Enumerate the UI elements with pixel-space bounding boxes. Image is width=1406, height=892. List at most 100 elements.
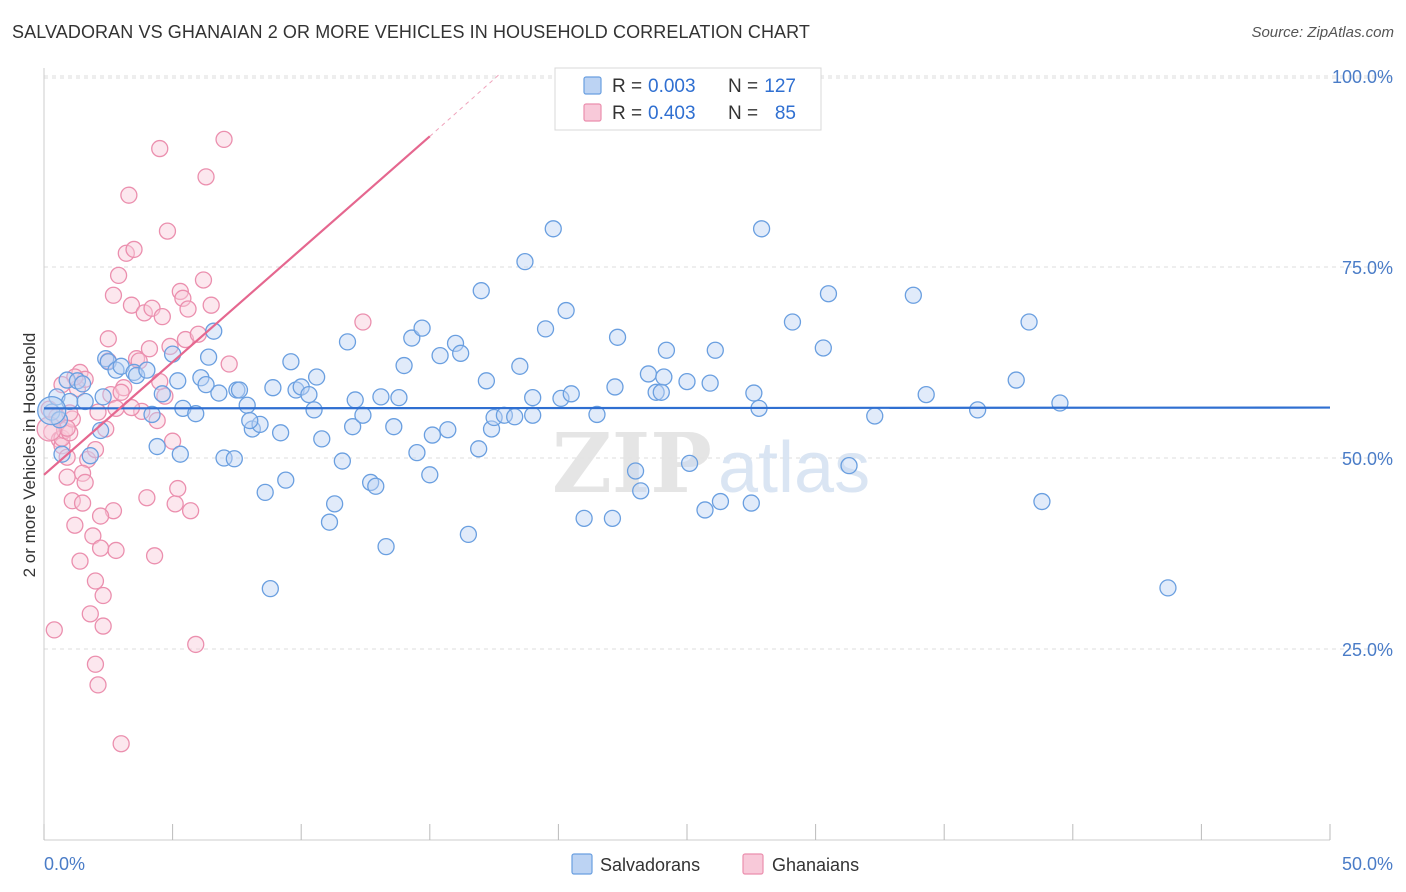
ghanaians-point xyxy=(120,186,138,204)
salvadorans-point xyxy=(470,440,488,458)
stats-legend-swatch-salvadorans xyxy=(583,76,602,95)
salvadorans-point xyxy=(282,353,300,371)
salvadorans-point xyxy=(408,444,426,462)
x-tick-label: 0.0% xyxy=(44,854,85,874)
ghanaians-point xyxy=(174,289,192,307)
stats-r-value: 0.003 xyxy=(648,76,696,97)
salvadorans-point xyxy=(395,356,413,375)
ghanaians-point xyxy=(127,350,146,368)
salvadorans-point xyxy=(76,392,94,411)
ghanaians-point xyxy=(112,383,130,401)
salvadorans-point xyxy=(377,537,395,556)
watermark-atlas: atlas xyxy=(718,428,870,508)
salvadorans-point xyxy=(148,437,166,456)
series-legend: Salvadorans Ghanaians xyxy=(571,853,859,875)
tick-labels: 25.0% 50.0% 75.0% 100.0% 0.0% 50.0% xyxy=(44,67,1393,874)
salvadorans-point xyxy=(261,579,279,598)
salvadorans-point xyxy=(205,322,223,340)
ghanaians-point xyxy=(140,340,159,358)
salvadorans-point xyxy=(1020,313,1038,331)
salvadorans-point xyxy=(37,395,67,426)
salvadorans-point xyxy=(459,525,478,544)
stats-r-label: R = xyxy=(612,103,642,124)
trend-lines xyxy=(43,74,1331,476)
salvadorans-point xyxy=(413,319,431,337)
ghanaians-point xyxy=(166,495,184,513)
ghanaians-point xyxy=(181,502,200,520)
ghanaians-trend-extension xyxy=(429,74,500,137)
salvadorans-point xyxy=(163,345,182,363)
salvadorans-point xyxy=(655,368,673,386)
ghanaians-point xyxy=(89,676,107,694)
ghanaians-point xyxy=(63,492,81,510)
salvadorans-point xyxy=(138,361,156,379)
ghanaians-point xyxy=(158,222,177,240)
ghanaians-point xyxy=(104,286,123,304)
ghanaians-point xyxy=(169,479,187,498)
salvadorans-point xyxy=(516,253,534,271)
salvadorans-point xyxy=(840,456,858,475)
salvadorans-point xyxy=(917,385,935,404)
salvadorans-point xyxy=(562,385,580,403)
salvadorans-point xyxy=(307,368,326,386)
salvadorans-point xyxy=(472,282,490,300)
salvadorans-point xyxy=(97,350,115,368)
salvadorans-point xyxy=(657,341,676,359)
ghanaians-point xyxy=(151,139,169,158)
salvadorans-point xyxy=(439,421,457,439)
salvadorans-point xyxy=(372,388,390,406)
salvadorans-point xyxy=(588,405,606,424)
chart-title: SALVADORAN VS GHANAIAN 2 OR MORE VEHICLE… xyxy=(12,22,811,42)
source-label: Source: ZipAtlas.com xyxy=(1251,24,1394,41)
salvadorans-point xyxy=(603,509,622,528)
legend-label-ghanaians: Ghanaians xyxy=(772,855,859,875)
ghanaians-point xyxy=(179,300,197,318)
salvadorans-point xyxy=(477,372,496,390)
salvadorans-point xyxy=(745,384,763,402)
salvadorans-point xyxy=(320,513,339,531)
ghanaians-point xyxy=(115,379,133,397)
stats-legend: R = 0.003 N = 127 R = 0.403 N = 85 xyxy=(554,67,822,131)
stats-n-value: 85 xyxy=(775,103,796,124)
ghanaians-point xyxy=(86,655,105,673)
salvadorans-point xyxy=(287,381,305,399)
gridlines xyxy=(44,75,1392,650)
salvadorans-point xyxy=(169,372,187,390)
salvadorans-point xyxy=(506,408,524,426)
salvadorans-point xyxy=(783,313,802,331)
ghanaians-point xyxy=(66,516,84,534)
salvadorans-point xyxy=(53,445,71,463)
ghanaians-point xyxy=(71,552,89,570)
ghanaians-trend-line xyxy=(43,135,431,476)
salvadorans-point xyxy=(325,495,344,513)
salvadorans-point xyxy=(300,385,318,404)
salvadorans-point xyxy=(606,378,624,396)
ghanaians-point xyxy=(176,330,195,349)
x-tick-label: 50.0% xyxy=(1342,854,1393,874)
ghanaians-point xyxy=(58,448,76,466)
salvadorans-point xyxy=(305,401,323,419)
y-tick-label: 100.0% xyxy=(1332,67,1393,87)
ghanaians-point xyxy=(109,266,128,285)
salvadorans-point xyxy=(271,424,290,442)
salvadorans-point xyxy=(575,509,593,528)
salvadorans-point xyxy=(390,388,408,407)
ghanaians-point xyxy=(153,308,171,326)
salvadorans-point xyxy=(343,418,362,436)
salvadorans-point xyxy=(678,372,696,391)
salvadorans-point xyxy=(421,466,439,484)
salvadorans-point xyxy=(187,405,205,423)
salvadorans-point xyxy=(536,320,555,338)
salvadorans-trend-line xyxy=(43,406,1331,410)
salvadorans-point xyxy=(94,388,112,406)
salvadorans-point xyxy=(904,286,922,304)
stats-legend-swatch-ghanaians xyxy=(583,103,602,122)
salvadorans-point xyxy=(752,220,771,238)
salvadorans-point xyxy=(511,357,529,375)
salvadorans-point xyxy=(225,450,243,468)
salvadorans-point xyxy=(143,405,161,424)
ghanaians-point xyxy=(104,502,123,520)
salvadorans-point xyxy=(452,344,470,362)
ghanaians-point xyxy=(99,330,117,348)
